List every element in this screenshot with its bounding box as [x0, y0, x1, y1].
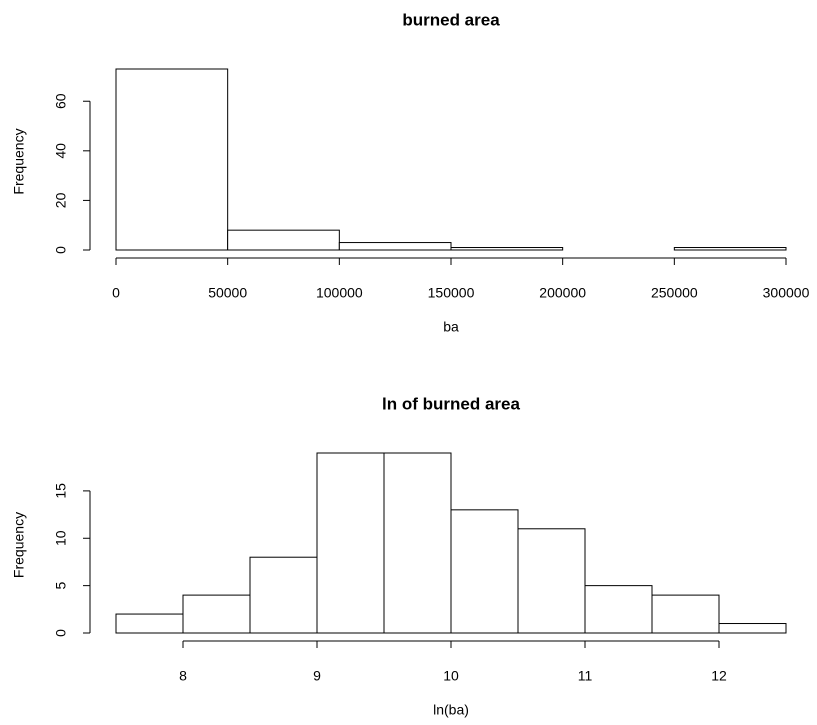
bar: [115, 613, 184, 634]
y-tick-label: 0: [53, 246, 69, 254]
x-tick-label: 300000: [763, 285, 810, 301]
bar: [383, 452, 452, 634]
y-tick-label: 15: [53, 483, 69, 499]
x-axis-title: ba: [443, 319, 459, 335]
bar: [249, 556, 318, 634]
x-tick-label: 250000: [651, 285, 698, 301]
x-tick-label: 12: [711, 668, 727, 684]
y-tick-label: 20: [53, 192, 69, 208]
bar: [517, 528, 586, 634]
x-tick-label: 200000: [539, 285, 586, 301]
chart-title: burned area: [402, 10, 500, 29]
bar: [115, 68, 229, 251]
x-tick-label: 0: [112, 285, 120, 301]
bar: [450, 509, 519, 634]
x-tick-label: 150000: [428, 285, 475, 301]
bar: [584, 585, 653, 634]
bar: [450, 247, 564, 251]
chart-title: ln of burned area: [382, 394, 520, 413]
x-tick-label: 11: [578, 668, 593, 684]
y-axis-title: Frequency: [11, 512, 27, 578]
bar: [227, 229, 340, 251]
y-axis-title: Frequency: [11, 128, 27, 194]
y-tick-label: 40: [53, 143, 69, 159]
x-tick-label: 10: [443, 668, 459, 684]
bar: [316, 452, 385, 634]
y-tick-label: 5: [53, 582, 69, 590]
bar: [338, 242, 452, 251]
x-tick-label: 100000: [316, 285, 363, 301]
bar: [651, 594, 720, 634]
x-tick-label: 9: [313, 668, 321, 684]
bar: [673, 247, 787, 251]
x-axis-title: ln(ba): [433, 702, 469, 718]
bar: [718, 623, 787, 634]
y-tick-label: 60: [53, 93, 69, 109]
bar: [182, 594, 251, 634]
x-tick-label: 50000: [208, 285, 247, 301]
y-tick-label: 0: [53, 629, 69, 637]
y-tick-label: 10: [53, 530, 69, 546]
x-tick-label: 8: [179, 668, 187, 684]
